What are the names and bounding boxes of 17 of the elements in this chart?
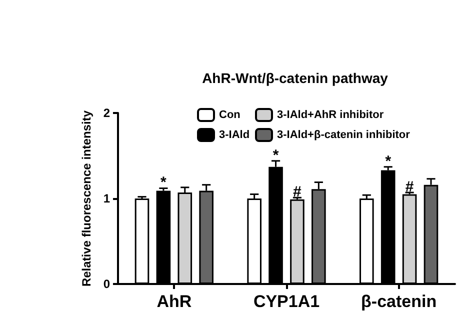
y-tick-label: 1 [103, 192, 110, 206]
x-tick-label: AhR [156, 292, 192, 311]
data-label: * [160, 174, 167, 192]
chart-title: AhR-Wnt/β-catenin pathway [202, 70, 388, 86]
data-label: # [405, 178, 414, 196]
legend-label: 3-IAld+β-catenin inhibitor [277, 129, 411, 141]
x-tick-label: β-catenin [361, 292, 437, 311]
legend-label: 3-IAld+AhR inhibitor [277, 109, 384, 121]
data-label: * [385, 152, 392, 170]
legend-label: 3-IAld [219, 129, 250, 141]
y-tick-label: 0 [103, 277, 110, 291]
data-label: # [293, 184, 302, 201]
y-axis-title: Relative fluorescence intensity [79, 110, 94, 287]
data-label: * [272, 146, 279, 164]
x-tick-label: CYP1A1 [253, 292, 320, 311]
legend-label: Con [219, 109, 241, 121]
y-tick-label: 2 [103, 106, 110, 120]
